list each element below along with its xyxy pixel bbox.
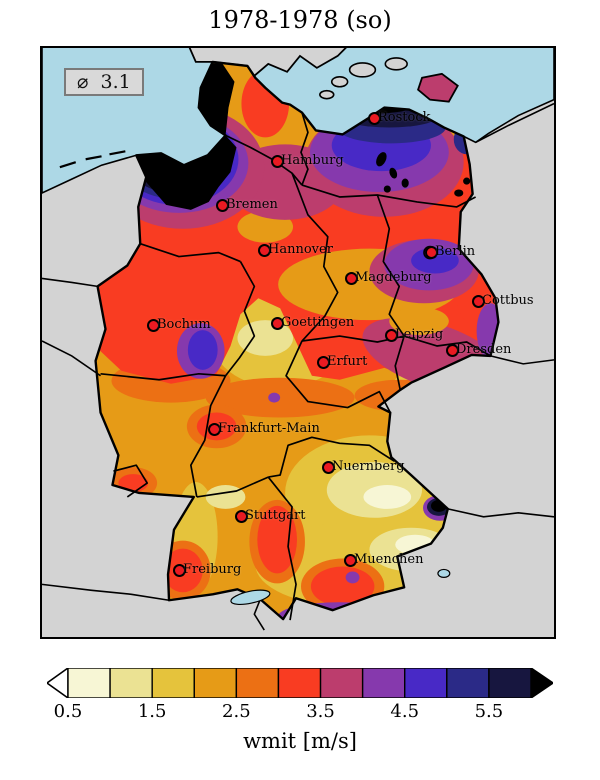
city-dot-leipzig [384,328,398,342]
colorbar-segment [488,667,532,699]
denmark [188,48,408,100]
city-dot-dresden [445,343,459,357]
colorbar-segments [67,667,532,699]
city-label: Rostock [378,110,431,125]
city-label: Erfurt [327,354,368,369]
city-label: Berlin [435,244,476,259]
city-label: Cottbus [482,293,534,308]
city-dot-rostock [367,111,381,125]
lakes [230,152,471,606]
city-dot-freiburg [172,563,186,577]
city-label: Muenchen [354,552,424,567]
colorbar-tick: 5.5 [474,701,504,722]
colorbar-segment [404,667,448,699]
city-dot-muenchen [343,553,357,567]
colorbar-svg [45,666,555,700]
city-dot-frankfurt-main [207,422,221,436]
colorbar-over-arrow [530,666,555,700]
colorbar-tick: 2.5 [222,701,251,722]
germany-border [94,60,500,621]
city-dot-hamburg [270,154,284,168]
colorbar-segment [193,667,238,699]
city-label: Bochum [157,317,211,332]
mean-badge: ⌀ 3.1 [64,68,144,96]
colorbar: 0.5 1.5 2.5 3.5 4.5 5.5 [45,666,555,722]
city-dot-nuernberg [321,460,335,474]
city-dot-erfurt [316,355,330,369]
city-label: Dresden [456,342,512,357]
city-dot-berlin [424,245,438,259]
diameter-icon: ⌀ [77,71,89,93]
city-dot-goettingen [270,316,284,330]
city-dot-stuttgart [234,509,248,523]
city-label: Frankfurt-Main [218,421,320,436]
city-label: Stuttgart [245,508,306,523]
colorbar-tick: 1.5 [137,701,167,722]
city-label: Hannover [268,242,333,257]
city-label: Hamburg [281,153,344,168]
map-axes: ⌀ 3.1 Rostock Hamburg Bremen Hannover Berlin… [40,46,556,639]
colorbar-under-arrow [45,666,69,700]
germany-wind-map [42,48,554,637]
colorbar-segment [235,667,280,699]
city-dot-hannover [257,243,271,257]
city-label: Goettingen [281,315,355,330]
colorbar-segment [446,667,490,699]
city-dot-bremen [215,198,229,212]
colorbar-tick: 0.5 [53,701,83,722]
colorbar-segment [151,667,195,699]
city-dot-bochum [146,318,160,332]
colorbar-tick: 4.5 [390,701,420,722]
city-label: Magdeburg [355,270,432,285]
city-dot-cottbus [471,294,485,308]
city-label: Bremen [226,197,278,212]
city-label: Nuernberg [332,459,405,474]
colorbar-label: wmit [m/s] [243,729,357,753]
colorbar-tick: 3.5 [306,701,335,722]
figure-title: 1978-1978 (so) [208,6,392,34]
colorbar-segment [109,667,153,699]
mean-value: 3.1 [100,71,131,93]
city-dot-magdeburg [344,271,358,285]
state-borders [100,112,491,621]
city-label: Leipzig [395,327,444,342]
colorbar-segment [361,667,406,699]
ruegen-island [417,72,459,103]
colorbar-segment [277,667,322,699]
foreign-borders [42,102,554,631]
city-label: Freiburg [183,562,242,577]
colorbar-segment [67,667,111,699]
colorbar-segment [319,667,364,699]
